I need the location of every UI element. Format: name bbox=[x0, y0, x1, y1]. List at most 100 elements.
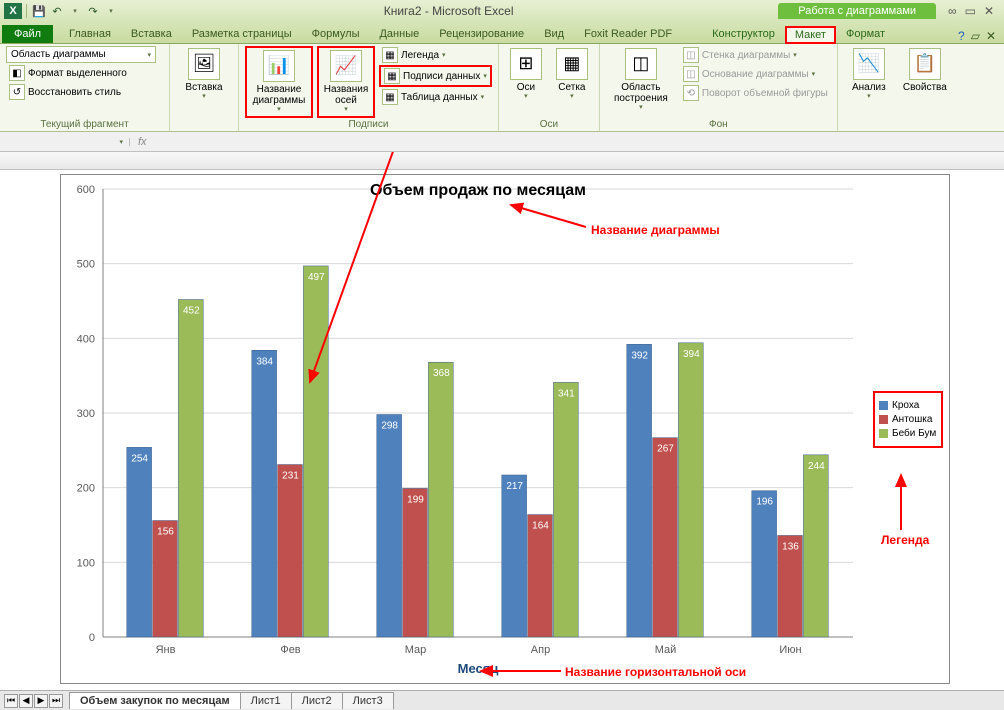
plot-area-icon: ◫ bbox=[625, 48, 657, 80]
gridlines-button[interactable]: ▦ Сетка▾ bbox=[551, 46, 593, 103]
svg-text:392: 392 bbox=[631, 350, 648, 361]
ribbon-group-background: ◫ Область построения▾ ◫ Стенка диаграммы… bbox=[600, 44, 838, 131]
svg-text:199: 199 bbox=[407, 494, 424, 505]
tab-page-layout[interactable]: Разметка страницы bbox=[182, 25, 302, 43]
group-label-insert bbox=[176, 129, 232, 130]
chart-wall-button: ◫ Стенка диаграммы▾ bbox=[680, 46, 831, 64]
undo-icon[interactable]: ↶ bbox=[49, 3, 65, 19]
annotation-chart-title: Название диаграммы bbox=[591, 223, 720, 237]
chart-canvas: 0100200300400500600254156452Янв384231497… bbox=[61, 175, 949, 683]
undo-dropdown[interactable]: ▾ bbox=[67, 3, 83, 19]
sheet-tab-3[interactable]: Лист3 bbox=[342, 692, 394, 709]
legend-icon: ▦ bbox=[382, 47, 398, 63]
tab-insert[interactable]: Вставка bbox=[121, 25, 182, 43]
svg-text:Объем продаж по месяцам: Объем продаж по месяцам bbox=[370, 182, 586, 199]
ribbon-tabs: Файл Главная Вставка Разметка страницы Ф… bbox=[0, 22, 1004, 44]
axis-titles-icon: 📈 bbox=[330, 50, 362, 82]
insert-icon: 🖼 bbox=[188, 48, 220, 80]
sheet-nav-next[interactable]: ▶ bbox=[34, 694, 48, 708]
tab-view[interactable]: Вид bbox=[534, 25, 574, 43]
axes-icon: ⊞ bbox=[510, 48, 542, 80]
svg-text:Месяц: Месяц bbox=[458, 661, 499, 676]
tab-layout[interactable]: Макет bbox=[785, 26, 836, 44]
svg-text:Фев: Фев bbox=[280, 644, 300, 656]
svg-text:Янв: Янв bbox=[156, 644, 176, 656]
svg-text:600: 600 bbox=[77, 184, 95, 196]
group-label-background: Фон bbox=[606, 118, 831, 130]
redo-icon[interactable]: ↷ bbox=[85, 3, 101, 19]
chart-title-button[interactable]: 📊 Название диаграммы▾ bbox=[245, 46, 313, 118]
quick-access-toolbar: X 💾 ↶ ▾ ↷ ▾ Книга2 - Microsoft Excel Раб… bbox=[0, 0, 1004, 22]
doc-close-icon[interactable]: ✕ bbox=[986, 29, 996, 43]
help-icon[interactable]: ? bbox=[958, 29, 965, 43]
ribbon: Область диаграммы▾ ◧ Формат выделенного … bbox=[0, 44, 1004, 132]
annotation-x-axis: Название горизонтальной оси bbox=[565, 665, 746, 679]
data-labels-button[interactable]: ▦ Подписи данных▾ bbox=[379, 65, 492, 87]
minimize-icon[interactable]: ∞ bbox=[948, 4, 957, 18]
svg-text:300: 300 bbox=[77, 408, 95, 420]
annotation-legend: Легенда bbox=[881, 533, 929, 547]
axes-button[interactable]: ⊞ Оси▾ bbox=[505, 46, 547, 103]
plot-area-button[interactable]: ◫ Область построения▾ bbox=[606, 46, 676, 114]
svg-text:231: 231 bbox=[282, 471, 299, 482]
svg-text:136: 136 bbox=[782, 541, 799, 552]
chart-element-selector[interactable]: Область диаграммы▾ bbox=[6, 46, 156, 63]
insert-button[interactable]: 🖼 Вставка▾ bbox=[176, 46, 232, 103]
svg-text:156: 156 bbox=[157, 527, 174, 538]
close-icon[interactable]: ✕ bbox=[984, 4, 994, 18]
analysis-button[interactable]: 📉 Анализ▾ bbox=[844, 46, 894, 103]
sheet-nav-first[interactable]: ⏮ bbox=[4, 694, 18, 708]
ribbon-min-icon[interactable]: ▱ bbox=[971, 29, 980, 43]
svg-text:500: 500 bbox=[77, 259, 95, 271]
tab-foxit[interactable]: Foxit Reader PDF bbox=[574, 25, 682, 43]
svg-text:217: 217 bbox=[506, 481, 523, 492]
group-label-axes: Оси bbox=[505, 118, 593, 130]
sheet-nav-prev[interactable]: ◀ bbox=[19, 694, 33, 708]
name-box[interactable]: ▾ bbox=[0, 138, 130, 146]
tab-file[interactable]: Файл bbox=[2, 25, 53, 43]
tab-review[interactable]: Рецензирование bbox=[429, 25, 534, 43]
chart-wall-icon: ◫ bbox=[683, 47, 699, 63]
chart-object[interactable]: 0100200300400500600254156452Янв384231497… bbox=[60, 174, 950, 684]
3d-rotation-button: ⟲ Поворот объемной фигуры bbox=[680, 84, 831, 102]
group-label-analysis bbox=[844, 129, 952, 130]
qat-customize[interactable]: ▾ bbox=[103, 3, 119, 19]
svg-text:Мар: Мар bbox=[405, 644, 427, 656]
sheet-tab-active[interactable]: Объем закупок по месяцам bbox=[69, 692, 241, 709]
sheet-nav-last[interactable]: ⏭ bbox=[49, 694, 63, 708]
group-label-labels: Подписи bbox=[245, 118, 492, 130]
tab-data[interactable]: Данные bbox=[369, 25, 429, 43]
sheet-tab-2[interactable]: Лист2 bbox=[291, 692, 343, 709]
svg-text:164: 164 bbox=[532, 521, 549, 532]
sheet-tab-1[interactable]: Лист1 bbox=[240, 692, 292, 709]
legend-button[interactable]: ▦ Легенда▾ bbox=[379, 46, 492, 64]
format-selection-button[interactable]: ◧ Формат выделенного bbox=[6, 64, 130, 82]
axis-titles-button[interactable]: 📈 Названия осей▾ bbox=[317, 46, 375, 118]
formula-bar: ▾ fx bbox=[0, 132, 1004, 152]
tab-design[interactable]: Конструктор bbox=[702, 25, 785, 43]
svg-text:298: 298 bbox=[381, 420, 398, 431]
window-title: Книга2 - Microsoft Excel bbox=[121, 4, 776, 18]
svg-text:341: 341 bbox=[558, 388, 575, 399]
reset-style-button[interactable]: ↺ Восстановить стиль bbox=[6, 83, 124, 101]
tab-home[interactable]: Главная bbox=[59, 25, 121, 43]
svg-text:Апр: Апр bbox=[531, 644, 550, 656]
sheet-nav: ⏮ ◀ ▶ ⏭ bbox=[4, 694, 63, 708]
ribbon-group-axes: ⊞ Оси▾ ▦ Сетка▾ Оси bbox=[499, 44, 600, 131]
properties-icon: 📋 bbox=[909, 48, 941, 80]
svg-text:Июн: Июн bbox=[779, 644, 801, 656]
chart-legend[interactable]: КрохаАнтошкаБеби Бум bbox=[873, 391, 943, 448]
svg-text:384: 384 bbox=[256, 356, 273, 367]
excel-icon: X bbox=[4, 3, 22, 19]
svg-text:200: 200 bbox=[77, 483, 95, 495]
data-table-button[interactable]: ▦ Таблица данных▾ bbox=[379, 88, 492, 106]
tab-formulas[interactable]: Формулы bbox=[302, 25, 370, 43]
restore-icon[interactable]: ▭ bbox=[965, 4, 976, 18]
fx-icon[interactable]: fx bbox=[130, 136, 155, 148]
svg-text:Май: Май bbox=[655, 644, 677, 656]
properties-button[interactable]: 📋 Свойства bbox=[898, 46, 952, 95]
svg-text:244: 244 bbox=[808, 461, 825, 472]
tab-format[interactable]: Формат bbox=[836, 25, 895, 43]
save-icon[interactable]: 💾 bbox=[31, 3, 47, 19]
analysis-icon: 📉 bbox=[853, 48, 885, 80]
